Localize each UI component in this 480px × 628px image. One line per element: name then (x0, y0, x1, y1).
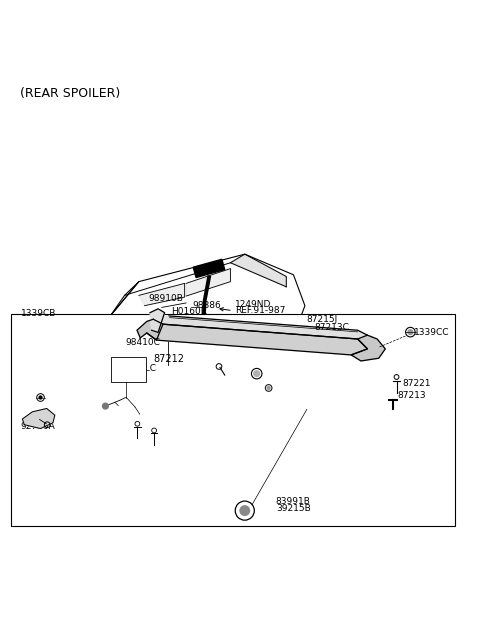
Circle shape (240, 506, 250, 516)
Text: 83991B: 83991B (276, 497, 311, 506)
Polygon shape (23, 408, 55, 428)
Text: 98910B: 98910B (149, 295, 183, 303)
Text: 87212: 87212 (153, 354, 184, 364)
Circle shape (233, 349, 254, 369)
Circle shape (254, 371, 260, 377)
Polygon shape (139, 283, 185, 306)
Text: 87215J: 87215J (307, 315, 338, 324)
Text: 39215B: 39215B (276, 504, 311, 512)
Text: (REAR SPOILER): (REAR SPOILER) (21, 87, 121, 100)
Text: REF.91-987: REF.91-987 (235, 306, 286, 315)
Text: 1249LC: 1249LC (123, 364, 157, 374)
Text: 87221: 87221 (402, 379, 431, 387)
Circle shape (135, 350, 151, 365)
Circle shape (408, 330, 413, 335)
Polygon shape (230, 254, 286, 287)
Circle shape (103, 403, 108, 409)
Text: 87213: 87213 (397, 391, 426, 399)
Bar (111, 357, 145, 382)
Polygon shape (351, 335, 385, 361)
Polygon shape (153, 316, 367, 339)
Circle shape (39, 396, 42, 399)
Text: 98410C: 98410C (125, 338, 160, 347)
Polygon shape (186, 269, 230, 296)
Circle shape (267, 387, 270, 389)
Text: 98886: 98886 (192, 301, 221, 310)
Text: 1339CB: 1339CB (21, 310, 56, 318)
Text: H0160R: H0160R (171, 306, 207, 316)
Polygon shape (150, 309, 165, 332)
Text: 1339CC: 1339CC (414, 328, 450, 337)
Text: 87213C: 87213C (314, 323, 349, 332)
Polygon shape (137, 319, 163, 340)
Polygon shape (110, 281, 139, 316)
Polygon shape (193, 259, 225, 278)
Text: 1249ND: 1249ND (235, 300, 272, 309)
Text: 92750A: 92750A (21, 421, 55, 431)
Polygon shape (147, 324, 367, 355)
Bar (11, 314, 455, 526)
